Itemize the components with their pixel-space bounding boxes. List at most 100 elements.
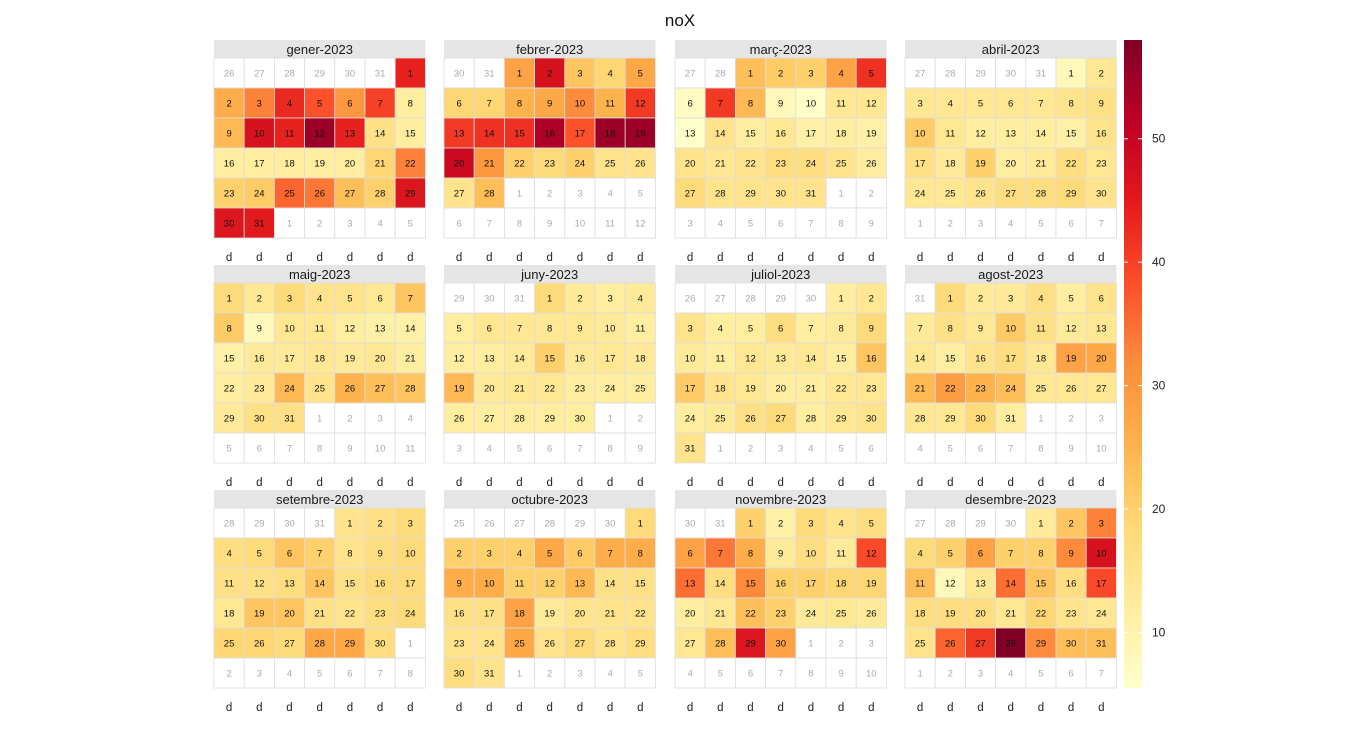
weekday-label: d: [347, 702, 353, 714]
day-number: 17: [605, 354, 616, 365]
day-number: 9: [226, 129, 231, 140]
day-number: 7: [377, 669, 382, 680]
day-cell: [304, 597, 336, 629]
day-number: 20: [375, 354, 386, 365]
day-number: 13: [575, 579, 586, 590]
day-number: 29: [1036, 639, 1047, 650]
day-cell: [443, 627, 475, 659]
day-number: 7: [317, 549, 322, 560]
day-number: 2: [456, 549, 461, 560]
day-number: 28: [715, 189, 726, 200]
weekday-label: d: [917, 702, 923, 714]
weekday-label: d: [226, 252, 232, 264]
adjacent-day-cell: [304, 657, 336, 689]
day-number: 31: [375, 69, 386, 80]
day-number: 6: [487, 324, 492, 335]
day-number: 13: [975, 579, 986, 590]
day-number: 11: [605, 219, 615, 230]
weekday-label: d: [607, 477, 613, 489]
day-number: 21: [715, 609, 726, 620]
adjacent-day-cell: [704, 657, 736, 689]
day-number: 30: [685, 519, 696, 530]
day-number: 8: [838, 219, 843, 230]
day-number: 18: [915, 609, 926, 620]
day-cell: [765, 372, 797, 404]
day-cell: [1025, 507, 1057, 539]
day-number: 29: [454, 294, 465, 305]
day-cell: [473, 597, 505, 629]
day-number: 16: [454, 609, 465, 620]
weekday-label: d: [316, 702, 322, 714]
day-number: 16: [866, 354, 877, 365]
day-cell: [825, 147, 857, 179]
day-cell: [364, 282, 396, 314]
day-cell: [534, 312, 566, 344]
day-number: 29: [975, 519, 986, 530]
day-number: 7: [377, 99, 382, 110]
day-number: 24: [575, 159, 586, 170]
weekday-label: d: [546, 252, 552, 264]
day-number: 8: [638, 549, 643, 560]
day-cell: [674, 117, 706, 149]
day-number: 21: [405, 354, 416, 365]
day-number: 14: [605, 579, 616, 590]
day-cell: [394, 282, 426, 314]
weekday-label: d: [1038, 702, 1044, 714]
weekday-label: d: [1038, 252, 1044, 264]
day-number: 3: [869, 639, 874, 650]
day-cell: [564, 567, 596, 599]
day-cell: [394, 507, 426, 539]
day-number: 27: [1096, 384, 1107, 395]
day-number: 29: [635, 639, 646, 650]
day-number: 1: [1038, 519, 1043, 530]
adjacent-day-cell: [1085, 207, 1117, 239]
day-number: 28: [915, 414, 926, 425]
day-number: 3: [577, 669, 582, 680]
adjacent-day-cell: [765, 282, 797, 314]
day-number: 1: [408, 69, 413, 80]
day-number: 14: [484, 129, 495, 140]
weekday-label: d: [256, 252, 262, 264]
day-number: 12: [544, 579, 555, 590]
day-cell: [243, 372, 275, 404]
day-cell: [213, 117, 245, 149]
day-cell: [213, 282, 245, 314]
day-cell: [765, 87, 797, 119]
day-number: 30: [454, 69, 465, 80]
day-number: 30: [1066, 639, 1077, 650]
day-number: 23: [544, 159, 555, 170]
day-number: 10: [284, 324, 295, 335]
day-number: 12: [975, 129, 986, 140]
adjacent-day-cell: [904, 57, 936, 89]
day-number: 9: [778, 99, 783, 110]
day-cell: [995, 537, 1027, 569]
day-number: 1: [748, 519, 753, 530]
day-number: 19: [454, 384, 465, 395]
day-cell: [965, 117, 997, 149]
day-number: 8: [607, 444, 612, 455]
day-number: 11: [915, 579, 925, 590]
day-number: 10: [806, 549, 817, 560]
day-cell: [273, 567, 305, 599]
adjacent-day-cell: [855, 207, 887, 239]
day-number: 17: [254, 159, 265, 170]
adjacent-day-cell: [624, 657, 656, 689]
day-number: 8: [1038, 549, 1043, 560]
day-number: 19: [866, 129, 877, 140]
adjacent-day-cell: [965, 657, 997, 689]
day-number: 4: [317, 294, 322, 305]
day-number: 27: [915, 69, 926, 80]
month-strip: [214, 40, 426, 58]
adjacent-day-cell: [934, 507, 966, 539]
day-number: 23: [775, 609, 786, 620]
weekday-label: d: [868, 252, 874, 264]
day-cell: [995, 87, 1027, 119]
day-cell: [1085, 627, 1117, 659]
day-number: 7: [487, 99, 492, 110]
adjacent-day-cell: [624, 207, 656, 239]
day-number: 12: [945, 579, 956, 590]
